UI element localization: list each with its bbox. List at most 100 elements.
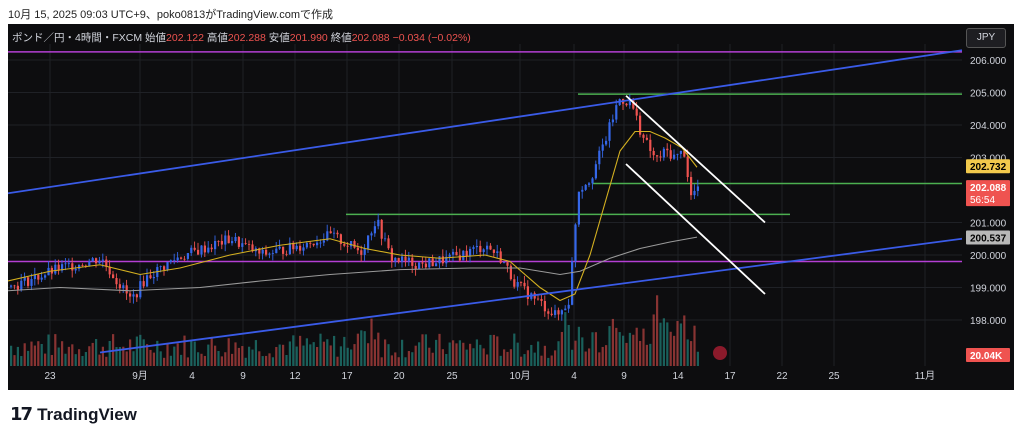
candle-body <box>78 264 81 269</box>
currency-button[interactable]: JPY <box>966 28 1006 48</box>
volume-bar <box>581 337 584 366</box>
candle-body <box>686 156 689 178</box>
volume-bar <box>197 352 200 366</box>
candle-body <box>513 279 516 287</box>
volume-bar <box>615 327 618 366</box>
low-label: 安値 <box>268 32 290 44</box>
candle-body <box>118 284 121 289</box>
volume-bar <box>288 341 291 366</box>
volume-bar <box>584 351 587 366</box>
volume-bar <box>387 344 390 366</box>
volume-bar <box>486 354 489 366</box>
volume-bar <box>101 346 104 366</box>
volume-bar <box>105 356 108 366</box>
volume-bar <box>523 354 526 366</box>
volume-bar <box>356 333 359 366</box>
price-tag <box>966 180 1010 207</box>
volume-bar <box>574 340 577 366</box>
candle-body <box>84 265 87 267</box>
tradingview-logo[interactable]: 17 TradingView <box>10 404 137 425</box>
volume-bar <box>554 350 557 366</box>
volume-bar <box>71 344 74 366</box>
candle-body <box>13 285 16 287</box>
x-tick-label: 4 <box>189 371 195 382</box>
tradingview-logo-icon: 17 <box>10 404 33 425</box>
volume-bar <box>37 341 40 366</box>
symbol-label[interactable]: ポンド／円・4時間・FXCM <box>12 32 143 44</box>
candle-body <box>455 251 458 256</box>
candle-body <box>547 311 550 314</box>
volume-bar <box>652 314 655 366</box>
candle-body <box>465 250 468 257</box>
candle-body <box>628 98 631 106</box>
volume-bar <box>98 354 101 366</box>
volume-bar <box>295 346 298 366</box>
candle-body <box>81 264 84 266</box>
volume-bar <box>676 320 679 366</box>
candle-body <box>404 256 407 261</box>
x-tick-label: 9 <box>240 371 246 382</box>
volume-bar <box>91 342 94 366</box>
volume-bar <box>122 346 125 366</box>
volume-bar <box>169 355 172 366</box>
candle-body <box>37 274 40 280</box>
candle-body <box>20 280 23 290</box>
candle-body <box>452 251 455 255</box>
candle-body <box>370 233 373 236</box>
candle-body <box>584 184 587 190</box>
volume-bar <box>186 357 189 366</box>
candle-body <box>322 240 325 243</box>
x-tick-label: 25 <box>828 371 840 382</box>
volume-bar <box>319 333 322 366</box>
volume-bar <box>339 346 342 366</box>
candle-body <box>231 241 234 244</box>
y-tick-label: 199.000 <box>970 284 1007 295</box>
volume-bar <box>401 339 404 366</box>
candle-body <box>135 294 138 298</box>
volume-bar <box>696 351 699 366</box>
candle-body <box>67 263 70 265</box>
candle-body <box>64 263 67 265</box>
candle-body <box>71 263 74 271</box>
volume-bar <box>537 341 540 366</box>
candle-body <box>57 264 60 271</box>
volume-bar <box>489 334 492 366</box>
volume-bar <box>642 328 645 366</box>
candle-body <box>431 258 434 267</box>
candle-body <box>299 245 302 251</box>
volume-bar <box>23 343 26 366</box>
volume-bar <box>516 342 519 366</box>
volume-bar <box>622 335 625 366</box>
candle-body <box>564 308 567 311</box>
volume-bar <box>180 354 183 366</box>
low-value: 201.990 <box>289 32 328 44</box>
candle-body <box>594 164 597 179</box>
candle-body <box>173 260 176 262</box>
candle-body <box>163 266 166 270</box>
volume-bar <box>367 343 370 366</box>
candle-body <box>139 281 142 298</box>
volume-bar <box>57 347 60 366</box>
volume-bar <box>618 332 621 366</box>
candle-body <box>540 298 543 301</box>
candle-body <box>428 258 431 268</box>
candle-body <box>105 259 108 267</box>
volume-bar <box>414 345 417 366</box>
candle-body <box>441 256 444 264</box>
volume-bar <box>424 334 427 366</box>
chart-panel[interactable] <box>8 24 1014 390</box>
volume-bar <box>156 340 159 366</box>
candle-body <box>605 140 608 145</box>
candle-body <box>479 245 482 253</box>
candle-body <box>557 310 560 315</box>
high-label: 高値 <box>206 32 228 44</box>
volume-bar <box>299 335 302 366</box>
candle-body <box>353 241 356 248</box>
candle-body <box>186 253 189 259</box>
volume-bar <box>285 354 288 366</box>
candle-body <box>278 246 281 249</box>
volume-bar <box>639 340 642 366</box>
volume-bar <box>350 349 353 366</box>
candle-body <box>683 150 686 157</box>
